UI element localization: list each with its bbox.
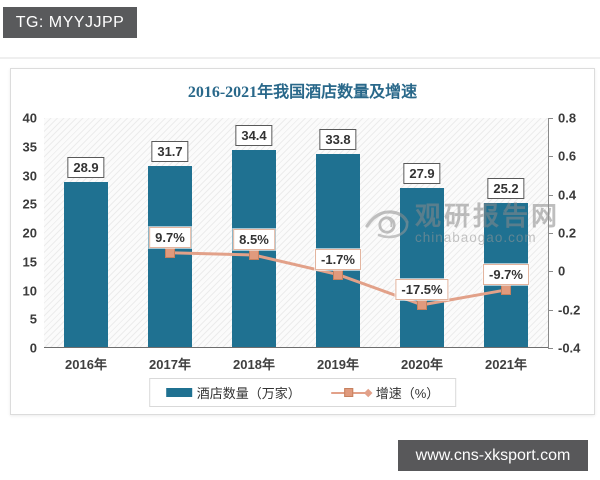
legend-label-line: 增速（%） <box>375 386 440 401</box>
x-tick-label: 2017年 <box>149 357 191 372</box>
y-right-tick-label: 0.6 <box>558 148 577 164</box>
site-banner: www.cns-xksport.com <box>398 440 588 471</box>
y-left-tick-label: 15 <box>22 254 37 270</box>
y-right-tick-mark <box>548 348 553 349</box>
line-marker <box>249 250 259 261</box>
line-value-label: 8.5% <box>233 229 275 251</box>
line-value-label: -9.7% <box>483 263 529 285</box>
y-left-tick-label: 25 <box>22 196 37 212</box>
y-right-tick-label: 0.2 <box>558 225 577 241</box>
bar-value-label: 34.4 <box>235 125 273 147</box>
y-left-tick-label: 5 <box>29 311 37 327</box>
y-right-tick-mark <box>548 194 553 196</box>
top-divider <box>0 57 600 59</box>
y-right-tick-label: 0 <box>558 263 566 279</box>
x-tick-label: 2018年 <box>233 357 275 372</box>
legend-item-bars: 酒店数量（万家） <box>165 383 301 402</box>
y-right-tick-mark <box>548 233 553 234</box>
bar-value-label: 28.9 <box>67 156 105 178</box>
y-right-tick-mark <box>548 118 553 119</box>
y-left-tick-label: 20 <box>22 225 37 241</box>
bar-value-label: 25.2 <box>487 178 525 200</box>
y-right-tick-mark <box>548 309 553 311</box>
right-axis-line <box>548 118 549 348</box>
bar-series-swatch <box>165 388 192 397</box>
y-right-tick-label: 0.4 <box>558 187 577 203</box>
x-tick-label: 2021年 <box>485 357 527 372</box>
legend: 酒店数量（万家） 增速（%） <box>148 378 457 407</box>
y-left-tick-label: 35 <box>22 139 37 155</box>
chart-card: 2016-2021年我国酒店数量及增速 40 35 30 25 20 15 10 5 0 0.8 0… <box>10 68 595 415</box>
y-right-tick-label: -0.4 <box>558 340 581 356</box>
x-tick-label: 2016年 <box>65 357 107 372</box>
y-right-tick-label: 0.8 <box>558 110 577 126</box>
tag-banner: TG: MYYJJPP <box>3 7 137 38</box>
site-banner-text: www.cns-xksport.com <box>415 446 571 464</box>
tag-banner-text: TG: MYYJJPP <box>15 13 125 31</box>
line-marker <box>165 247 175 258</box>
line-marker <box>501 284 511 295</box>
y-left-tick-label: 30 <box>22 168 37 183</box>
line-value-label: 9.7% <box>149 226 191 248</box>
bar-value-label: 31.7 <box>151 140 189 162</box>
line-marker <box>417 299 427 310</box>
y-left-tick-label: 10 <box>22 283 37 298</box>
plot-area <box>44 118 548 348</box>
line-marker <box>333 269 343 280</box>
bar-value-label: 27.9 <box>403 162 441 184</box>
line-value-label: -1.7% <box>315 248 361 270</box>
growth-line <box>169 251 507 307</box>
y-left-tick-label: 40 <box>22 110 37 126</box>
chart-title: 2016-2021年我国酒店数量及增速 <box>187 84 418 101</box>
legend-item-line: 增速（%） <box>330 383 440 402</box>
bar <box>64 181 108 348</box>
legend-label-bars: 酒店数量（万家） <box>196 386 301 401</box>
y-right-tick-mark <box>548 271 553 273</box>
bar-value-label: 33.8 <box>319 128 357 150</box>
y-right-tick-label: -0.2 <box>558 302 581 318</box>
x-axis-line <box>44 346 549 348</box>
line-series-swatch <box>330 387 372 398</box>
x-tick-label: 2020年 <box>401 357 443 372</box>
y-right-tick-mark <box>548 156 553 158</box>
y-left-tick-label: 0 <box>29 340 37 356</box>
x-tick-label: 2019年 <box>317 357 359 372</box>
line-value-label: -17.5% <box>395 278 449 300</box>
